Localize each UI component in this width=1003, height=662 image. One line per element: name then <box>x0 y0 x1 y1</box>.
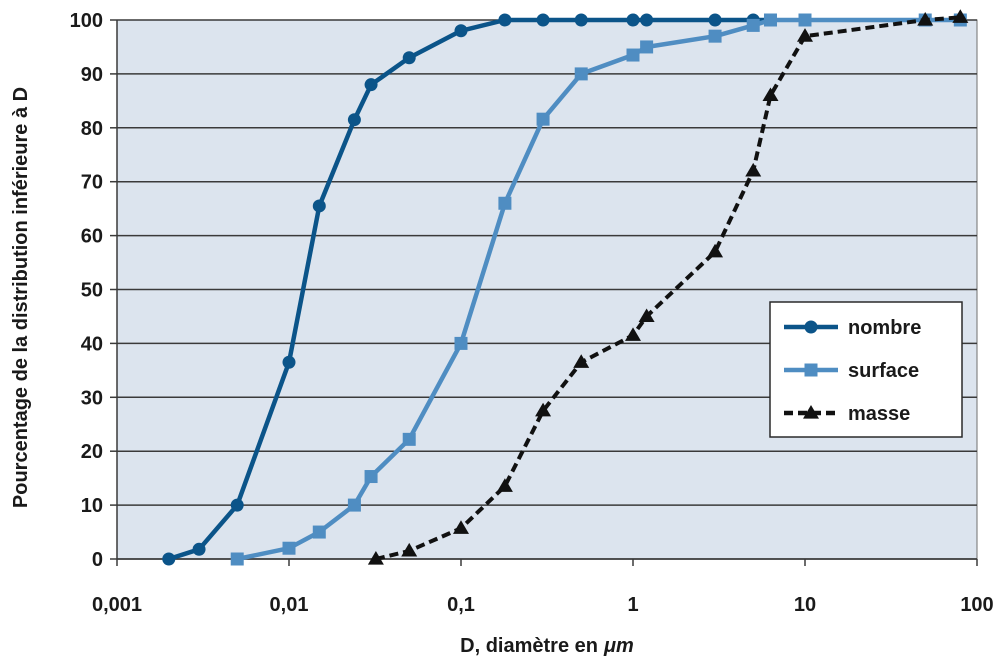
data-point-surface <box>746 18 760 32</box>
legend-item-masse: masse <box>784 403 910 425</box>
legend: nombre surface masse <box>769 301 963 438</box>
x-tick-label: 100 <box>960 594 993 616</box>
data-point-nombre <box>536 13 550 27</box>
data-point-masse <box>625 327 641 341</box>
series-masse <box>367 9 969 565</box>
x-tick-label: 0,1 <box>447 594 475 616</box>
legend-item-surface: surface <box>784 360 919 382</box>
data-point-masse <box>707 243 724 258</box>
y-tick-label: 30 <box>81 387 103 409</box>
x-axis-ticks: 0,001 0,01 0,1 1 10 100 <box>92 559 994 616</box>
data-point-nombre <box>192 542 206 556</box>
y-tick-label: 50 <box>81 280 103 302</box>
data-series <box>162 9 969 566</box>
y-tick-label: 100 <box>70 10 103 32</box>
y-tick-label: 40 <box>81 333 103 355</box>
data-point-masse <box>535 402 552 417</box>
data-point-surface <box>626 48 640 62</box>
gridlines <box>116 19 977 560</box>
data-point-masse <box>453 520 469 534</box>
data-point-nombre <box>626 13 640 27</box>
data-point-surface <box>230 552 244 566</box>
data-point-nombre <box>364 78 378 92</box>
data-point-nombre <box>162 552 176 566</box>
data-point-masse <box>496 478 513 492</box>
y-tick-label: 10 <box>81 495 103 517</box>
y-tick-label: 90 <box>81 64 103 86</box>
legend-marker <box>803 405 819 419</box>
x-axis-title-unit: μm <box>603 635 634 657</box>
data-point-surface <box>574 67 588 81</box>
legend-label: surface <box>848 360 919 382</box>
legend-marker <box>804 320 818 334</box>
x-tick-label: 10 <box>794 594 816 616</box>
data-point-masse <box>952 9 969 23</box>
data-point-surface <box>402 432 416 446</box>
data-point-masse <box>797 28 813 42</box>
data-point-surface <box>536 112 550 126</box>
y-axis-title: Pourcentage de la distribution inférieur… <box>10 87 32 508</box>
data-point-nombre <box>574 13 588 27</box>
x-tick-label: 0,001 <box>92 594 142 616</box>
data-point-surface <box>364 470 378 484</box>
data-point-nombre <box>230 498 244 512</box>
data-point-masse <box>745 162 762 177</box>
x-tick-label: 0,01 <box>270 594 309 616</box>
data-point-surface <box>640 40 654 54</box>
series-line-masse <box>375 15 961 561</box>
legend-item-nombre: nombre <box>784 317 921 339</box>
legend-marker <box>804 363 818 377</box>
data-point-surface <box>763 13 777 27</box>
data-point-masse <box>638 308 655 323</box>
y-tick-label: 60 <box>81 226 103 248</box>
y-tick-label: 80 <box>81 118 103 140</box>
x-tick-label: 1 <box>627 594 638 616</box>
x-axis-title-text: D, diamètre en <box>460 635 598 657</box>
data-point-surface <box>347 498 361 512</box>
data-point-nombre <box>454 24 468 38</box>
x-axis-title: D, diamètre en μm <box>460 635 634 657</box>
data-point-surface <box>798 13 812 27</box>
data-point-nombre <box>312 199 326 213</box>
series-nombre <box>162 13 777 566</box>
y-tick-label: 70 <box>81 172 103 194</box>
data-point-masse <box>401 542 418 557</box>
data-point-surface <box>312 525 326 539</box>
data-point-surface <box>498 196 512 210</box>
data-point-surface <box>282 541 296 555</box>
data-point-masse <box>917 12 934 26</box>
y-tick-label: 20 <box>81 441 103 463</box>
data-point-nombre <box>640 13 654 27</box>
y-tick-label: 0 <box>92 549 103 571</box>
data-point-surface <box>454 336 468 350</box>
data-point-nombre <box>498 13 512 27</box>
data-point-masse <box>762 87 779 102</box>
data-point-masse <box>573 354 590 368</box>
data-point-surface <box>708 29 722 43</box>
series-surface <box>230 13 967 566</box>
legend-label: nombre <box>848 317 921 339</box>
data-point-nombre <box>347 113 361 127</box>
legend-label: masse <box>848 403 910 425</box>
data-point-nombre <box>282 355 296 369</box>
y-axis-ticks: 0 10 20 30 40 50 60 70 80 90 100 <box>70 10 117 571</box>
data-point-nombre <box>708 13 722 27</box>
data-point-nombre <box>402 51 416 65</box>
data-point-masse <box>367 551 384 565</box>
